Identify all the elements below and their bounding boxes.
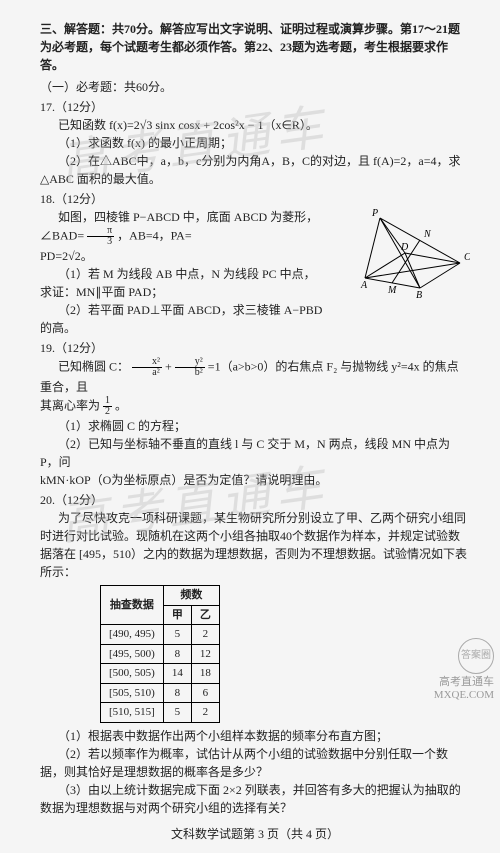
question-19: 19.（12分） 已知椭圆 C： x² a² + y² b² =1（a>b>0）… <box>40 339 470 489</box>
table-row: [500, 505)1418 <box>101 664 220 684</box>
q17-p1: （1）求函数 f(x) 的最小正周期； <box>40 134 470 152</box>
q20-intro: 为了尽快攻克一项科研课题，某生物研究所分别设立了甲、乙两个研究小组同时进行对比试… <box>40 509 470 581</box>
question-20: 20.（12分） 为了尽快攻克一项科研课题，某生物研究所分别设立了甲、乙两个研究… <box>40 491 470 817</box>
q19-frac1: x² a² <box>132 357 162 378</box>
svg-text:A: A <box>360 280 368 291</box>
corner-circle: 答案圈 <box>458 638 494 674</box>
q19-intro2: 其离心率为 1 2 。 <box>40 396 470 417</box>
question-18: 18.（12分） ABCDPMN 如图，四棱锥 P−ABCD 中，底面 ABCD… <box>40 190 470 337</box>
frac-d: a² <box>132 368 162 378</box>
svg-text:M: M <box>387 285 397 296</box>
frac-d: 2 <box>103 407 112 417</box>
q17-intro: 已知函数 f(x)=2√3 sinx cosx + 2cos²x − 1（x∈R… <box>40 116 470 134</box>
th-main: 抽查数据 <box>101 586 164 625</box>
page-footer: 文科数学试题第 3 页（共 4 页） <box>40 825 470 843</box>
q20-number: 20.（12分） <box>40 491 470 509</box>
q19-p2a: （2）已知与坐标轴不垂直的直线 l 与 C 交于 M，N 两点，线段 MN 中点… <box>40 435 470 471</box>
q20-p2: （2）若以频率作为概率，试估计从两个小组的试验数据中分别任取一个数据，则其恰好是… <box>40 745 470 781</box>
table-cell: 18 <box>191 664 219 684</box>
svg-text:B: B <box>416 290 422 298</box>
q18-frac: π 3 <box>87 226 114 247</box>
q19-frac2: y² b² <box>175 357 205 378</box>
table-cell: 12 <box>191 644 219 664</box>
th-sub: 频数 <box>163 586 219 606</box>
q19-frac-ecc: 1 2 <box>103 396 112 417</box>
table-row: [495, 500)812 <box>101 644 220 664</box>
table-cell: [500, 505) <box>101 664 164 684</box>
table-cell: [495, 500) <box>101 644 164 664</box>
question-17: 17.（12分） 已知函数 f(x)=2√3 sinx cosx + 2cos²… <box>40 98 470 188</box>
th-a: 甲 <box>163 605 191 625</box>
q19-p2b: kMN·kOP（O为坐标原点）是否为定值？请说明理由。 <box>40 471 470 489</box>
q18-intro1b: ，AB=4，PA= <box>117 228 191 242</box>
table-cell: 8 <box>163 683 191 703</box>
table-cell: 2 <box>191 625 219 645</box>
q19-intro2b: 。 <box>115 398 127 412</box>
table-cell: 8 <box>163 644 191 664</box>
table-cell: 5 <box>163 625 191 645</box>
frac-d: b² <box>175 368 205 378</box>
q18-p2a: （2）若平面 PAD⊥平面 ABCD，求三棱锥 A−PBD <box>40 301 470 319</box>
q19-intro1-text: 已知椭圆 C： <box>58 359 129 373</box>
q20-p3: （3）由以上统计数据完成下面 2×2 列联表，并回答有多大的把握认为抽取的数据为… <box>40 781 470 817</box>
table-cell: 6 <box>191 683 219 703</box>
q18-p2b: 的高。 <box>40 319 470 337</box>
table-row: [510, 515]52 <box>101 703 220 723</box>
svg-text:P: P <box>371 208 378 219</box>
q19-plus: + <box>165 359 175 373</box>
q17-number: 17.（12分） <box>40 98 470 116</box>
corner-text2: MXQE.COM <box>434 689 494 701</box>
table-row: [505, 510)86 <box>101 683 220 703</box>
q19-number: 19.（12分） <box>40 339 470 357</box>
table-cell: [505, 510) <box>101 683 164 703</box>
q18-number: 18.（12分） <box>40 190 470 208</box>
q19-intro1: 已知椭圆 C： x² a² + y² b² =1（a>b>0）的右焦点 F₂ 与… <box>40 357 470 396</box>
exam-page: 高考直通车 高考直通车 三、解答题：共70分。解答应写出文字说明、证明过程或演算… <box>0 0 500 853</box>
q19-intro2a: 其离心率为 <box>40 398 103 412</box>
corner-text1: 高考直通车 <box>439 676 494 688</box>
corner-watermark: 答案圈 高考直通车 MXQE.COM <box>434 638 494 702</box>
section-heading: 三、解答题：共70分。解答应写出文字说明、证明过程或演算步骤。第17～21题为必… <box>40 20 470 74</box>
svg-text:N: N <box>423 229 432 240</box>
svg-text:C: C <box>464 252 470 263</box>
table-cell: 2 <box>191 703 219 723</box>
q17-p2b: △ABC 面积的最大值。 <box>40 170 470 188</box>
svg-text:D: D <box>400 242 409 253</box>
table-row: [490, 495)52 <box>101 625 220 645</box>
table-header-row: 抽查数据 频数 <box>101 586 220 606</box>
table-cell: [490, 495) <box>101 625 164 645</box>
frac-d: 3 <box>87 237 114 247</box>
table-cell: 14 <box>163 664 191 684</box>
q20-p1: （1）根据表中数据作出两个小组样本数据的频率分布直方图； <box>40 727 470 745</box>
part1-heading: （一）必考题：共60分。 <box>40 78 470 96</box>
q20-table: 抽查数据 频数 甲 乙 [490, 495)52[495, 500)812[50… <box>100 585 220 723</box>
th-b: 乙 <box>191 605 219 625</box>
table-cell: 5 <box>163 703 191 723</box>
q19-p1: （1）求椭圆 C 的方程； <box>40 417 470 435</box>
q18-diagram: A B C D P M N <box>350 208 470 298</box>
table-cell: [510, 515] <box>101 703 164 723</box>
q17-p2a: （2）在△ABC中，a，b，c分别为内角A，B，C的对边，且 f(A)=2，a=… <box>40 152 470 170</box>
